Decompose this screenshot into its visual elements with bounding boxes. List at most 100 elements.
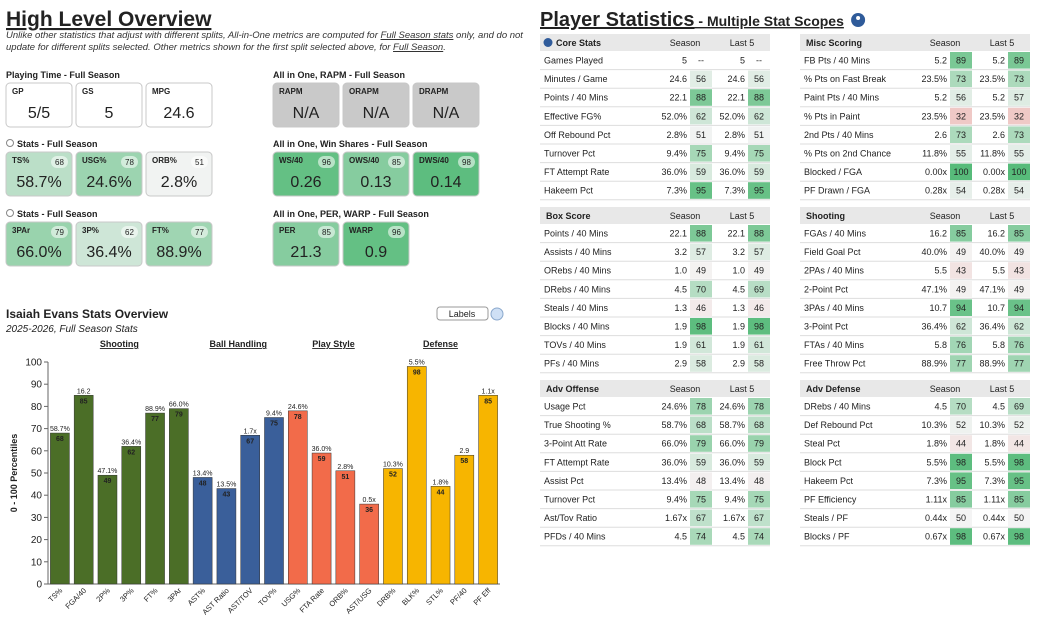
stat-value: 5.2 (934, 56, 947, 66)
stat-value: 47.1% (979, 284, 1005, 294)
percentile-value: 58 (696, 359, 706, 369)
percentile-cell (748, 89, 770, 106)
percentile-cell (690, 355, 712, 372)
stat-value: 36.4% (979, 322, 1005, 332)
card-label: ORB% (152, 156, 177, 165)
stat-value: 0.67x (983, 532, 1006, 542)
stat-value: 0.00x (983, 167, 1006, 177)
stat-value: 4.5 (732, 532, 745, 542)
percentile-cell (690, 472, 712, 489)
percentile-cell (950, 280, 972, 298)
percentile-value: 98 (696, 322, 706, 332)
y-tick-label: 80 (31, 402, 43, 413)
x-tick-label: TS% (46, 586, 64, 604)
row-label: Free Throw Pct (804, 359, 866, 369)
card-label: PER (279, 226, 296, 235)
percentile-cell (1008, 491, 1030, 508)
legend-group-label: Ball Handling (210, 339, 268, 349)
labels-button-text[interactable]: Labels (449, 309, 476, 319)
percentile-value: 98 (1014, 532, 1024, 542)
bar (430, 486, 451, 585)
bar (73, 395, 94, 585)
stat-value: 16.2 (929, 229, 947, 239)
card-value: 0.9 (365, 244, 387, 261)
row-label: Blocks / PF (804, 532, 850, 542)
column-header: Season (670, 211, 701, 221)
bar-value-label: 77 (151, 416, 159, 423)
percentile-cell (950, 262, 972, 279)
stat-value: 7.3% (666, 186, 687, 196)
stat-value: 88.9% (979, 359, 1005, 369)
percentile-value: 95 (1014, 476, 1024, 486)
stat-value: 13.4% (661, 476, 687, 486)
table-header (540, 34, 770, 51)
stat-value: 5.5% (984, 457, 1005, 467)
percentile-cell (1008, 262, 1030, 279)
percentile-cell (950, 416, 972, 434)
card-value: 0.14 (430, 174, 461, 191)
note-segment: Full Season stats (380, 30, 454, 41)
column-header: Season (930, 384, 961, 394)
percentile-value: 51 (696, 130, 706, 140)
percentile-value: 55 (1014, 149, 1024, 159)
percentile-cell (690, 491, 712, 508)
percentile-value: 49 (1014, 284, 1024, 294)
stat-value: 2.6 (992, 130, 1005, 140)
card-value: 88.9% (156, 244, 201, 261)
y-tick-label: 40 (31, 491, 43, 502)
stat-value: 16.2 (987, 229, 1005, 239)
bar (478, 395, 498, 585)
row-label: 2PAs / 40 Mins (804, 266, 864, 276)
stat-value: 36.0% (661, 167, 687, 177)
bar-stat-label: 13.5% (216, 482, 236, 489)
labels-toggle[interactable] (490, 307, 504, 321)
card-value: N/A (433, 105, 460, 122)
legend-group-label: Defense (423, 339, 458, 349)
stat-value: 47.1% (921, 284, 947, 294)
percentile-cell (748, 163, 770, 181)
percentile-cell (690, 145, 712, 162)
stat-value: 36.0% (661, 457, 687, 467)
percentile-cell (748, 355, 770, 372)
bar-stat-label: 36.0% (312, 446, 332, 453)
table-header (800, 207, 1030, 224)
card-label: WS/40 (279, 156, 304, 165)
percentile-cell (690, 89, 712, 106)
stat-value: 1.9 (674, 340, 687, 350)
row-label: Minutes / Game (544, 74, 608, 84)
percentile-cell (748, 398, 770, 415)
stat-value: 24.6% (661, 402, 687, 412)
bar-value-label: 49 (104, 478, 112, 485)
row-label: % Pts on Fast Break (804, 74, 887, 84)
row-label: Steals / PF (804, 513, 849, 523)
percentile-cell (748, 70, 770, 88)
stat-value: 66.0% (719, 439, 745, 449)
row-label: 2-Point Pct (804, 284, 849, 294)
percentile-cell (1008, 52, 1030, 69)
bar-value-label: 85 (80, 398, 88, 405)
stat-value: 7.3% (724, 186, 745, 196)
card-label: 3PAr (12, 226, 30, 235)
row-label: PFs / 40 Mins (544, 359, 600, 369)
x-tick-label: BLK% (400, 586, 421, 607)
x-tick-label: ORB% (327, 586, 350, 609)
percentile-cell (1008, 243, 1030, 261)
bar-stat-label: 66.0% (169, 402, 189, 409)
bar (359, 503, 379, 585)
percentile-cell (748, 145, 770, 162)
bar (121, 446, 142, 585)
x-tick-label: 2P% (94, 586, 112, 604)
percentile-cell (748, 509, 770, 527)
stat-value: 1.67x (723, 513, 746, 523)
percentile-value: 89 (1014, 56, 1024, 66)
table-name: Adv Defense (806, 384, 861, 394)
stat-value: 10.3% (979, 420, 1005, 430)
section-title: Playing Time - Full Season (6, 70, 120, 80)
percentile-value: 49 (696, 266, 706, 276)
card-value: 58.7% (16, 174, 61, 191)
labels-button[interactable] (436, 306, 489, 321)
percentile-cell (950, 318, 972, 335)
bar-value-label: 52 (389, 472, 397, 479)
card-value: 21.3 (290, 244, 321, 261)
stat-value: 3.2 (732, 247, 745, 257)
